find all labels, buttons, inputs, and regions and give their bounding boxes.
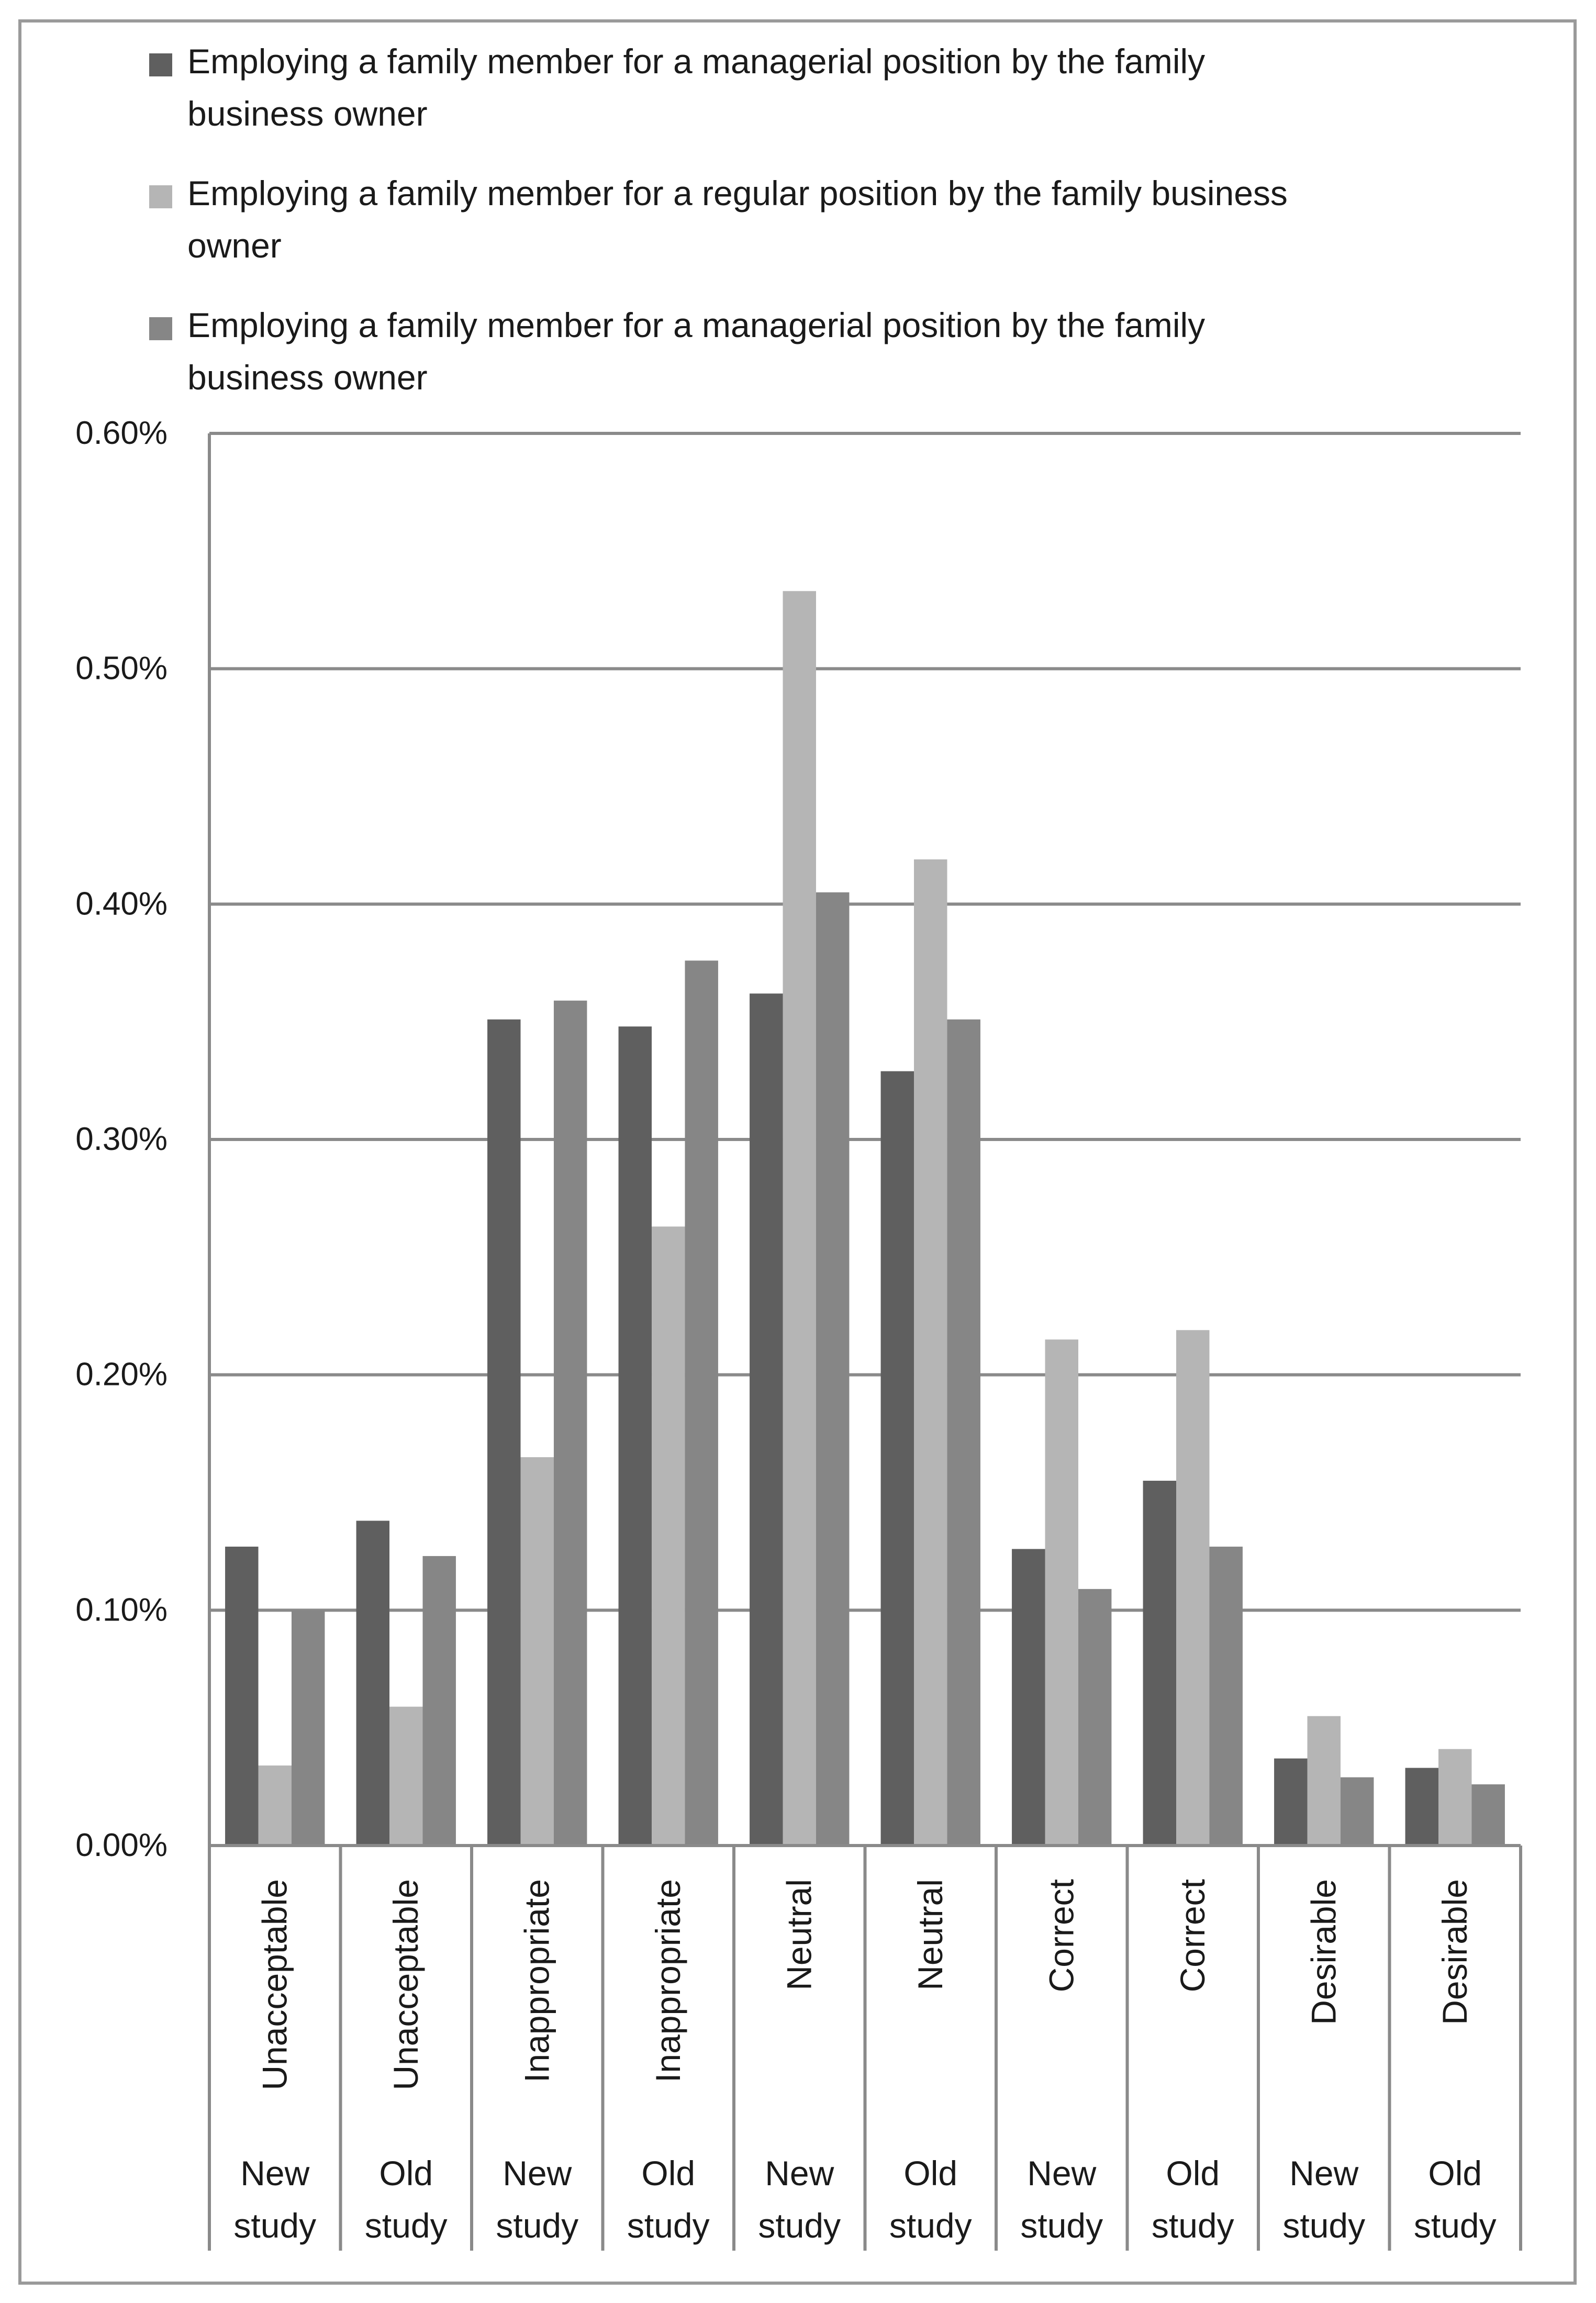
bar — [389, 1706, 423, 1846]
x-study-label: study — [889, 2206, 972, 2245]
legend-entry-1: Employing a family member for a manageri… — [149, 42, 1205, 133]
legend-label: business owner — [187, 94, 428, 133]
x-study-label: study — [1414, 2206, 1497, 2245]
bar — [685, 960, 718, 1846]
bar — [947, 1019, 980, 1846]
bar — [1209, 1546, 1243, 1846]
x-study-label: study — [1020, 2206, 1103, 2245]
x-study-label: study — [758, 2206, 841, 2245]
y-tick-label: 0.00% — [75, 1827, 168, 1863]
bar — [880, 1071, 914, 1846]
legend-label: Employing a family member for a manageri… — [187, 306, 1205, 344]
bar — [553, 1000, 587, 1846]
series-1 — [225, 993, 1439, 1846]
bar — [783, 591, 816, 1846]
legend-label: Employing a family member for a regular … — [187, 174, 1288, 213]
x-study-label: New — [503, 2154, 572, 2193]
bar — [750, 993, 783, 1846]
x-category-label: Neutral — [779, 1879, 818, 1991]
bar — [1274, 1758, 1308, 1846]
x-category-label: Unacceptable — [255, 1879, 294, 2090]
x-study-label: Old — [1428, 2154, 1482, 2193]
legend-label: business owner — [187, 358, 428, 397]
bar — [914, 859, 947, 1846]
x-study-label: New — [765, 2154, 834, 2193]
bar — [816, 892, 850, 1846]
y-tick-label: 0.10% — [75, 1592, 168, 1628]
x-study-label: Old — [1166, 2154, 1220, 2193]
x-category-label: Correct — [1042, 1879, 1080, 1992]
legend-swatch — [149, 317, 172, 340]
x-category-label: Neutral — [911, 1879, 950, 1991]
bar — [1405, 1768, 1439, 1846]
bar — [1176, 1330, 1210, 1846]
y-tick-label: 0.30% — [75, 1121, 168, 1157]
legend-entry-3: Employing a family member for a manageri… — [149, 306, 1205, 397]
x-study-label: Old — [379, 2154, 433, 2193]
legend-entry-2: Employing a family member for a regular … — [149, 174, 1288, 265]
bar — [520, 1457, 554, 1846]
x-category-label: Correct — [1173, 1879, 1212, 1992]
bar — [487, 1019, 521, 1846]
x-category-label: Unacceptable — [386, 1879, 425, 2090]
x-study-label: Old — [903, 2154, 957, 2193]
x-study-label: New — [1027, 2154, 1096, 2193]
series-2 — [258, 591, 1472, 1846]
bar — [652, 1226, 685, 1846]
bar — [1307, 1716, 1341, 1846]
bar — [1143, 1481, 1177, 1846]
y-tick-label: 0.40% — [75, 886, 168, 922]
bar — [618, 1026, 652, 1846]
x-study-label: study — [233, 2206, 316, 2245]
x-study-label: study — [627, 2206, 710, 2245]
legend-swatch — [149, 185, 172, 208]
y-tick-label: 0.50% — [75, 651, 168, 687]
bar — [258, 1765, 292, 1846]
bar — [1340, 1777, 1374, 1846]
series-3 — [291, 892, 1505, 1846]
bar — [1045, 1339, 1078, 1846]
legend-label: Employing a family member for a manageri… — [187, 42, 1205, 81]
x-category-label: Inappropriate — [517, 1879, 556, 2083]
outer-frame — [18, 19, 1577, 2285]
legend-swatch — [149, 53, 172, 76]
x-study-label: New — [1289, 2154, 1358, 2193]
bar — [422, 1556, 456, 1846]
y-tick-label: 0.60% — [75, 415, 168, 451]
bar — [356, 1521, 390, 1846]
x-study-label: study — [1152, 2206, 1234, 2245]
x-study-label: study — [496, 2206, 578, 2245]
x-study-label: study — [1282, 2206, 1365, 2245]
x-category-label: Desirable — [1304, 1879, 1343, 2025]
x-category-label: Inappropriate — [649, 1879, 687, 2083]
legend-label: owner — [187, 226, 282, 265]
x-study-label: New — [240, 2154, 309, 2193]
bar — [1078, 1589, 1112, 1846]
x-study-label: Old — [641, 2154, 695, 2193]
x-study-label: study — [365, 2206, 448, 2245]
bar — [1438, 1749, 1472, 1846]
bar — [1012, 1549, 1045, 1846]
x-category-label: Desirable — [1435, 1879, 1474, 2025]
bar — [291, 1610, 325, 1846]
y-tick-label: 0.20% — [75, 1357, 168, 1393]
bar — [1471, 1784, 1505, 1846]
bar — [225, 1546, 259, 1846]
